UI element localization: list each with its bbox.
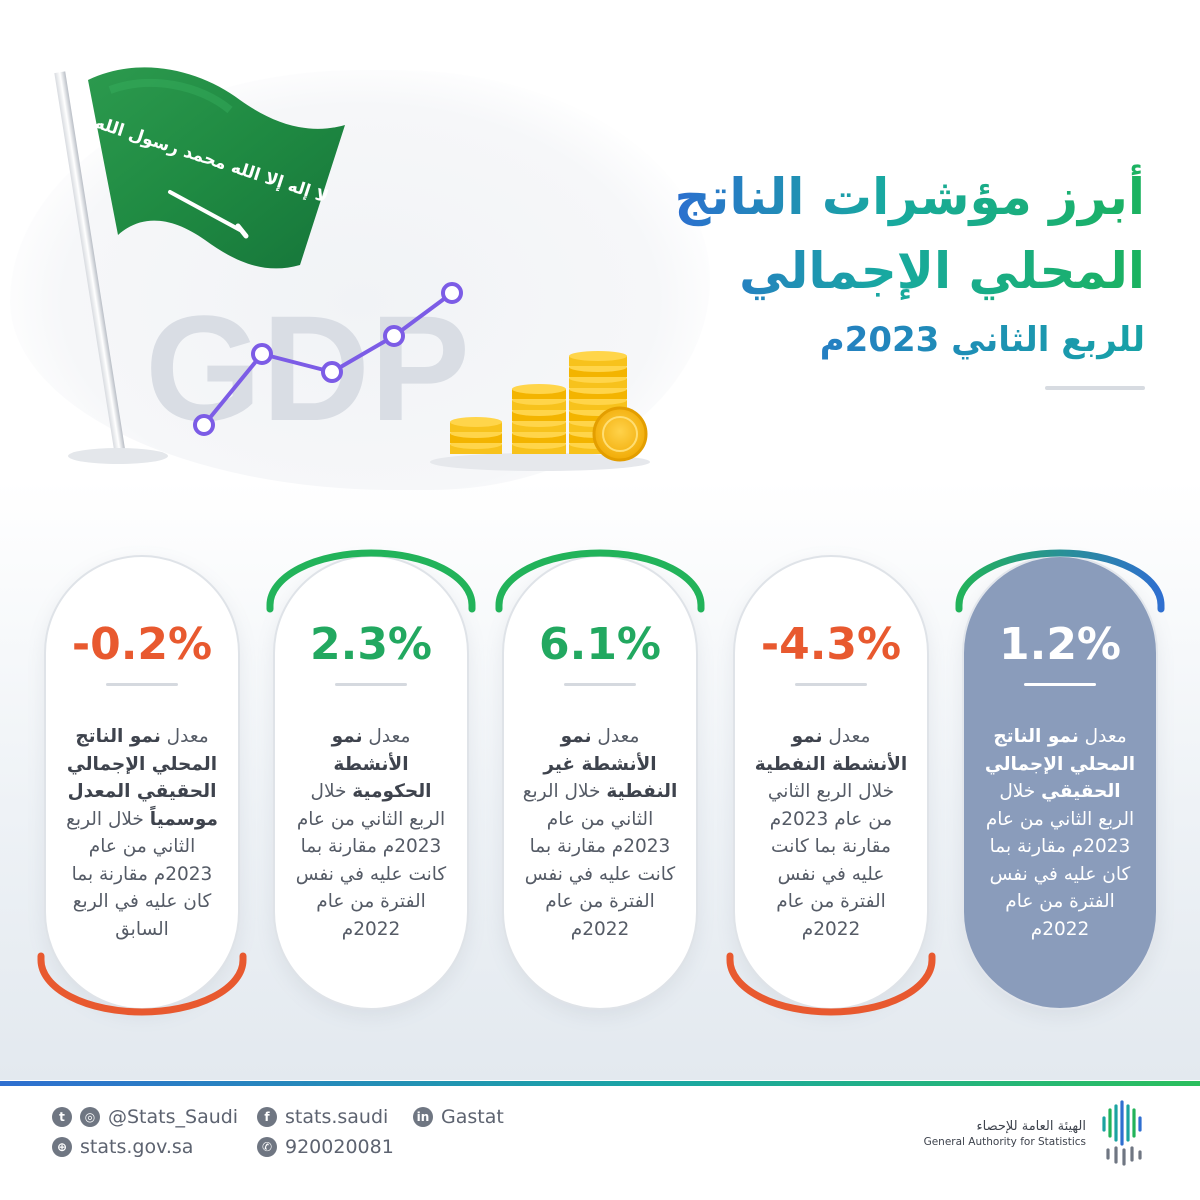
- title-subtitle: للربع الثاني 2023م: [675, 308, 1145, 372]
- indicator-description: معدل نمو الأنشطة الحكومية خلال الربع الث…: [293, 723, 449, 943]
- gastat-logo: الهيئة العامة للإحصاء General Authority …: [924, 1100, 1150, 1166]
- linkedin-icon: in: [413, 1107, 433, 1127]
- indicator-description: معدل نمو الأنشطة النفطية خلال الربع الثا…: [753, 723, 909, 943]
- twitter-handle: @Stats_Saudi: [108, 1106, 239, 1128]
- gastat-emblem-icon: [1102, 1100, 1142, 1166]
- footer-divider: [0, 1081, 1200, 1086]
- website-url: stats.gov.sa: [80, 1136, 194, 1158]
- coin-stacks: [430, 351, 650, 471]
- page-title: أبرز مؤشرات الناتج المحلي الإجمالي للربع…: [675, 160, 1145, 372]
- flag: [88, 67, 345, 269]
- phone-icon: ✆: [257, 1137, 277, 1157]
- description-period: خلال الربع الثاني من عام 2023م مقارنة بم…: [522, 781, 676, 940]
- indicator-divider: [106, 683, 178, 686]
- org-name-en: General Authority for Statistics: [923, 1135, 1086, 1148]
- growth-line-points: [193, 282, 463, 436]
- indicator-value: 1.2%: [998, 619, 1122, 670]
- indicator-card: 1.2% معدل نمو الناتج المحلي الإجمالي الحق…: [962, 555, 1158, 1010]
- social-linkedin[interactable]: in Gastat: [413, 1106, 504, 1128]
- description-period: خلال الربع الثاني من عام 2023م مقارنة بم…: [66, 808, 213, 940]
- indicator-value: -4.3%: [760, 619, 902, 670]
- indicator-divider: [795, 683, 867, 686]
- social-twitter-instagram[interactable]: t ◎ @Stats_Saudi: [52, 1106, 238, 1128]
- indicator-divider: [1024, 683, 1096, 686]
- title-divider: [1045, 386, 1145, 390]
- description-period: خلال الربع الثاني من عام 2023م مقارنة بم…: [767, 781, 895, 940]
- hero-illustration: GDP لا إله إلا الله محمد رسول الله: [54, 67, 650, 471]
- social-website[interactable]: ⊕ stats.gov.sa: [52, 1136, 193, 1158]
- indicator-divider: [335, 683, 407, 686]
- phone-number: 920020081: [285, 1136, 394, 1158]
- description-prefix: معدل: [1078, 726, 1127, 747]
- indicator-value: 2.3%: [309, 619, 433, 670]
- indicator-card: 2.3% معدل نمو الأنشطة الحكومية خلال الربع…: [273, 555, 469, 1010]
- linkedin-handle: Gastat: [441, 1106, 504, 1128]
- description-metric: نمو الناتج المحلي الإجمالي الحقيقي المعد…: [66, 726, 218, 830]
- indicator-value: 6.1%: [538, 619, 662, 670]
- flag-pole: [54, 71, 126, 454]
- description-metric: نمو الأنشطة الحكومية: [331, 726, 432, 802]
- description-period: خلال الربع الثاني من عام 2023م مقارنة بم…: [295, 781, 447, 940]
- description-prefix: معدل: [822, 726, 871, 747]
- flag-sword: [168, 190, 242, 232]
- indicator-card: 6.1% معدل نمو الأنشطة غير النفطية خلال ال…: [502, 555, 698, 1010]
- indicator-card: -4.3% معدل نمو الأنشطة النفطية خلال الربع…: [733, 555, 929, 1010]
- indicator-description: معدل نمو الأنشطة غير النفطية خلال الربع …: [522, 723, 678, 943]
- indicator-card: -0.2% معدل نمو الناتج المحلي الإجمالي الح…: [44, 555, 240, 1010]
- footer: t ◎ @Stats_Saudi ⊕ stats.gov.sa f stats.…: [0, 1086, 1200, 1200]
- description-period: خلال الربع الثاني من عام 2023م مقارنة بم…: [985, 781, 1135, 940]
- facebook-handle: stats.saudi: [285, 1106, 389, 1128]
- description-metric: نمو الأنشطة النفطية: [754, 726, 908, 775]
- org-name-ar: الهيئة العامة للإحصاء: [976, 1118, 1086, 1134]
- social-facebook[interactable]: f stats.saudi: [257, 1106, 388, 1128]
- description-prefix: معدل: [362, 726, 411, 747]
- social-phone[interactable]: ✆ 920020081: [257, 1136, 394, 1158]
- description-prefix: معدل: [591, 726, 640, 747]
- title-line-1: أبرز مؤشرات الناتج: [675, 160, 1145, 234]
- title-line-2: المحلي الإجمالي: [675, 234, 1145, 308]
- description-metric: نمو الأنشطة غير النفطية: [543, 726, 678, 802]
- instagram-icon: ◎: [80, 1107, 100, 1127]
- facebook-icon: f: [257, 1107, 277, 1127]
- globe-icon: ⊕: [52, 1137, 72, 1157]
- indicator-value: -0.2%: [71, 619, 213, 670]
- indicator-description: معدل نمو الناتج المحلي الإجمالي الحقيقي …: [64, 723, 220, 943]
- indicator-description: معدل نمو الناتج المحلي الإجمالي الحقيقي …: [982, 723, 1138, 943]
- twitter-icon: t: [52, 1107, 72, 1127]
- description-metric: نمو الناتج المحلي الإجمالي الحقيقي: [984, 726, 1136, 802]
- description-prefix: معدل: [160, 726, 209, 747]
- indicator-divider: [564, 683, 636, 686]
